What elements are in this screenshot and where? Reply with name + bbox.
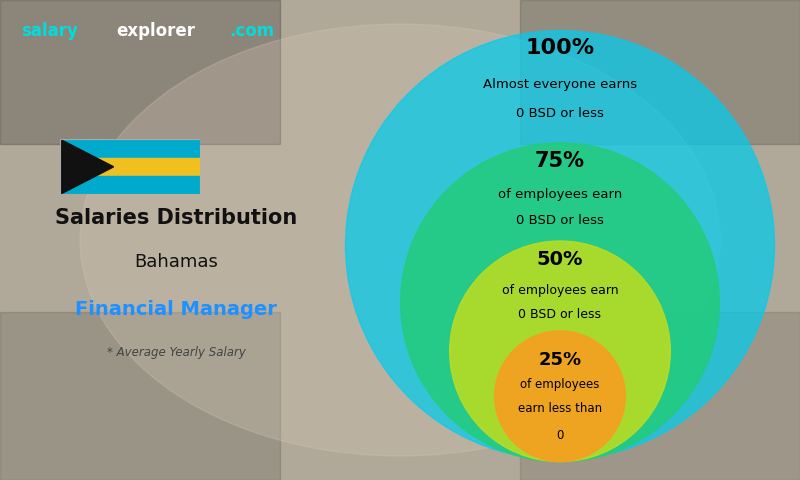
Text: 0 BSD or less: 0 BSD or less xyxy=(516,107,604,120)
Text: 0 BSD or less: 0 BSD or less xyxy=(516,214,604,227)
Text: 0 BSD or less: 0 BSD or less xyxy=(518,308,602,321)
Text: salary: salary xyxy=(21,22,78,40)
Text: Almost everyone earns: Almost everyone earns xyxy=(483,78,637,91)
Text: earn less than: earn less than xyxy=(518,402,602,415)
Text: explorer: explorer xyxy=(116,22,195,40)
Text: of employees earn: of employees earn xyxy=(498,188,622,201)
Bar xyxy=(60,176,200,194)
Bar xyxy=(520,0,800,144)
Text: Salaries Distribution: Salaries Distribution xyxy=(55,208,297,228)
Circle shape xyxy=(494,331,626,462)
Circle shape xyxy=(401,143,719,462)
Bar xyxy=(520,312,800,480)
Ellipse shape xyxy=(80,24,720,456)
Text: 75%: 75% xyxy=(535,151,585,171)
Circle shape xyxy=(346,31,774,459)
Bar xyxy=(60,157,200,176)
Circle shape xyxy=(450,241,670,462)
Text: * Average Yearly Salary: * Average Yearly Salary xyxy=(106,346,246,360)
Text: 100%: 100% xyxy=(526,38,594,58)
Text: of employees: of employees xyxy=(520,378,600,391)
Text: 0: 0 xyxy=(556,429,564,442)
Text: 25%: 25% xyxy=(538,351,582,369)
Text: Bahamas: Bahamas xyxy=(134,252,218,271)
Text: of employees earn: of employees earn xyxy=(502,284,618,297)
Text: 50%: 50% xyxy=(537,250,583,269)
Text: .com: .com xyxy=(229,22,274,40)
Polygon shape xyxy=(60,139,114,194)
Bar xyxy=(60,139,200,157)
Bar xyxy=(0,0,280,144)
Text: Financial Manager: Financial Manager xyxy=(75,300,277,319)
Bar xyxy=(0,312,280,480)
